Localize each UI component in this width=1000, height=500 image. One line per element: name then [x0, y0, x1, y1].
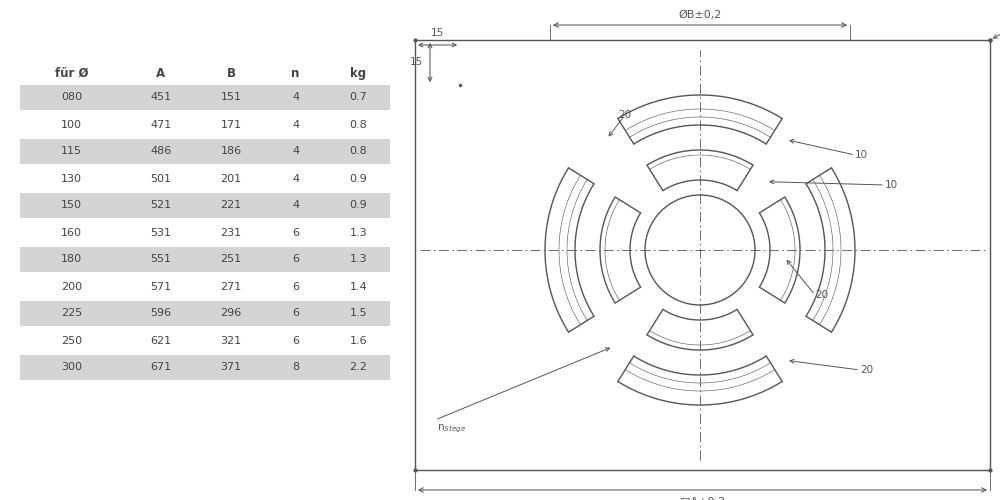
Text: 6: 6 [292, 308, 299, 318]
Text: 6: 6 [292, 228, 299, 237]
Text: n$_{Stege}$: n$_{Stege}$ [437, 423, 466, 436]
Text: 200: 200 [61, 282, 82, 292]
Text: 1.3: 1.3 [350, 254, 367, 264]
Text: 4: 4 [292, 146, 299, 156]
Text: 0.8: 0.8 [350, 120, 367, 130]
Text: 4: 4 [292, 174, 299, 184]
Text: 1.6: 1.6 [350, 336, 367, 345]
Text: 15: 15 [410, 57, 423, 67]
Text: ØB±0,2: ØB±0,2 [678, 10, 722, 20]
Text: 150: 150 [61, 200, 82, 210]
Text: 180: 180 [61, 254, 82, 264]
Text: 471: 471 [150, 120, 171, 130]
Text: 521: 521 [150, 200, 171, 210]
Text: 486: 486 [150, 146, 171, 156]
Text: 100: 100 [61, 120, 82, 130]
Text: 250: 250 [61, 336, 82, 345]
Text: 531: 531 [150, 228, 171, 237]
Bar [20, 86, 390, 110]
Bar [20, 328, 390, 352]
Text: 225: 225 [61, 308, 82, 318]
Bar [20, 302, 390, 326]
Text: 271: 271 [220, 282, 242, 292]
Text: 160: 160 [61, 228, 82, 237]
Text: 300: 300 [61, 362, 82, 372]
Bar [20, 194, 390, 218]
Text: für Ø: für Ø [55, 67, 89, 80]
Text: 186: 186 [220, 146, 241, 156]
Text: Ø5,5: Ø5,5 [993, 12, 1000, 38]
Text: 0.9: 0.9 [350, 174, 367, 184]
Text: 371: 371 [220, 362, 241, 372]
Text: 1.4: 1.4 [350, 282, 367, 292]
Bar [415, 40, 990, 470]
Text: 231: 231 [220, 228, 241, 237]
Text: 2.2: 2.2 [350, 362, 367, 372]
Text: n: n [291, 67, 300, 80]
Text: 171: 171 [220, 120, 241, 130]
Text: kg: kg [350, 67, 367, 80]
Text: 15: 15 [431, 28, 444, 38]
Text: 596: 596 [150, 308, 171, 318]
Text: 621: 621 [150, 336, 171, 345]
Text: 6: 6 [292, 336, 299, 345]
Text: 20: 20 [860, 365, 873, 375]
Text: 221: 221 [220, 200, 242, 210]
Text: B: B [226, 67, 235, 80]
Text: 4: 4 [292, 200, 299, 210]
Text: 321: 321 [220, 336, 241, 345]
Text: 151: 151 [220, 92, 241, 102]
Bar [20, 248, 390, 272]
Text: 1.5: 1.5 [350, 308, 367, 318]
Text: 501: 501 [150, 174, 171, 184]
Text: 551: 551 [150, 254, 171, 264]
Bar [20, 356, 390, 380]
Text: 10: 10 [885, 180, 898, 190]
Text: 4: 4 [292, 92, 299, 102]
Text: 251: 251 [220, 254, 241, 264]
Text: 0.7: 0.7 [350, 92, 367, 102]
Text: 6: 6 [292, 282, 299, 292]
Text: 571: 571 [150, 282, 171, 292]
Text: 671: 671 [150, 362, 171, 372]
Bar [20, 112, 390, 136]
Text: 296: 296 [220, 308, 242, 318]
Text: 6: 6 [292, 254, 299, 264]
Bar [20, 166, 390, 190]
Bar [20, 140, 390, 164]
Text: 20: 20 [618, 110, 632, 120]
Text: 1.3: 1.3 [350, 228, 367, 237]
Text: 8: 8 [292, 362, 299, 372]
Text: 20: 20 [815, 290, 828, 300]
Text: 115: 115 [61, 146, 82, 156]
Text: 080: 080 [61, 92, 82, 102]
Text: □A±0,2: □A±0,2 [680, 496, 725, 500]
Text: 4: 4 [292, 120, 299, 130]
Text: 0.9: 0.9 [350, 200, 367, 210]
Text: 0.8: 0.8 [350, 146, 367, 156]
Text: 451: 451 [150, 92, 171, 102]
Bar [20, 274, 390, 298]
Text: 10: 10 [855, 150, 868, 160]
Text: 201: 201 [220, 174, 241, 184]
Bar [20, 220, 390, 244]
Text: A: A [156, 67, 165, 80]
Text: 130: 130 [61, 174, 82, 184]
